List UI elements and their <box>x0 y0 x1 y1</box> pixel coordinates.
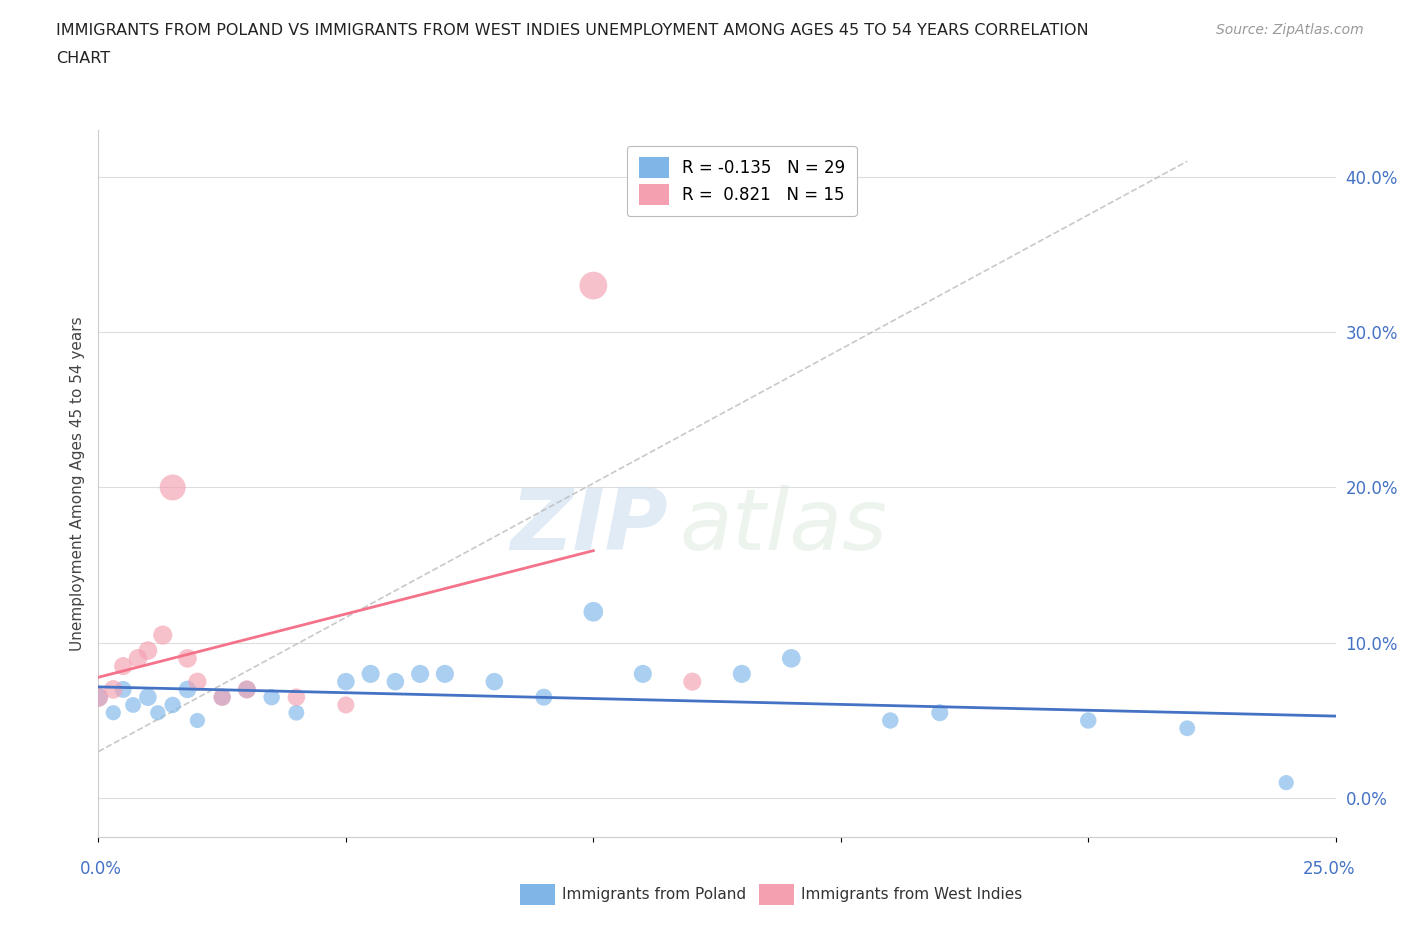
Point <box>285 690 308 705</box>
Point <box>780 651 803 666</box>
Y-axis label: Unemployment Among Ages 45 to 54 years: Unemployment Among Ages 45 to 54 years <box>69 316 84 651</box>
Point <box>285 705 308 720</box>
Point <box>631 667 654 682</box>
Point <box>211 690 233 705</box>
Point <box>928 705 950 720</box>
Point <box>236 682 259 697</box>
Point <box>122 698 145 712</box>
Point <box>1175 721 1198 736</box>
Point <box>260 690 283 705</box>
Point <box>162 698 184 712</box>
Point <box>433 667 456 682</box>
Text: 0.0%: 0.0% <box>80 860 122 878</box>
Point <box>236 682 259 697</box>
Point <box>136 690 159 705</box>
Point <box>103 705 125 720</box>
Point <box>176 682 198 697</box>
Point <box>409 667 432 682</box>
Text: Immigrants from West Indies: Immigrants from West Indies <box>801 887 1022 902</box>
Point <box>582 604 605 619</box>
Point <box>335 698 357 712</box>
Text: 25.0%: 25.0% <box>1302 860 1355 878</box>
Point <box>136 644 159 658</box>
Point <box>87 690 110 705</box>
Point <box>146 705 169 720</box>
Point <box>186 713 208 728</box>
Point <box>176 651 198 666</box>
Point <box>211 690 233 705</box>
Text: ZIP: ZIP <box>510 485 668 567</box>
Point <box>1275 776 1298 790</box>
Legend: R = -0.135   N = 29, R =  0.821   N = 15: R = -0.135 N = 29, R = 0.821 N = 15 <box>627 146 856 217</box>
Point <box>681 674 703 689</box>
Text: CHART: CHART <box>56 51 110 66</box>
Point <box>484 674 506 689</box>
Text: IMMIGRANTS FROM POLAND VS IMMIGRANTS FROM WEST INDIES UNEMPLOYMENT AMONG AGES 45: IMMIGRANTS FROM POLAND VS IMMIGRANTS FRO… <box>56 23 1088 38</box>
Point <box>127 651 149 666</box>
Point <box>1077 713 1099 728</box>
Point <box>87 690 110 705</box>
Point <box>112 658 135 673</box>
Point <box>103 682 125 697</box>
Point <box>186 674 208 689</box>
Text: Source: ZipAtlas.com: Source: ZipAtlas.com <box>1216 23 1364 37</box>
Point <box>731 667 754 682</box>
Point <box>533 690 555 705</box>
Text: atlas: atlas <box>681 485 889 567</box>
Point <box>162 480 184 495</box>
Point <box>582 278 605 293</box>
Point <box>335 674 357 689</box>
Point <box>112 682 135 697</box>
Point <box>879 713 901 728</box>
Point <box>360 667 382 682</box>
Text: Immigrants from Poland: Immigrants from Poland <box>562 887 747 902</box>
Point <box>384 674 406 689</box>
Point <box>152 628 174 643</box>
